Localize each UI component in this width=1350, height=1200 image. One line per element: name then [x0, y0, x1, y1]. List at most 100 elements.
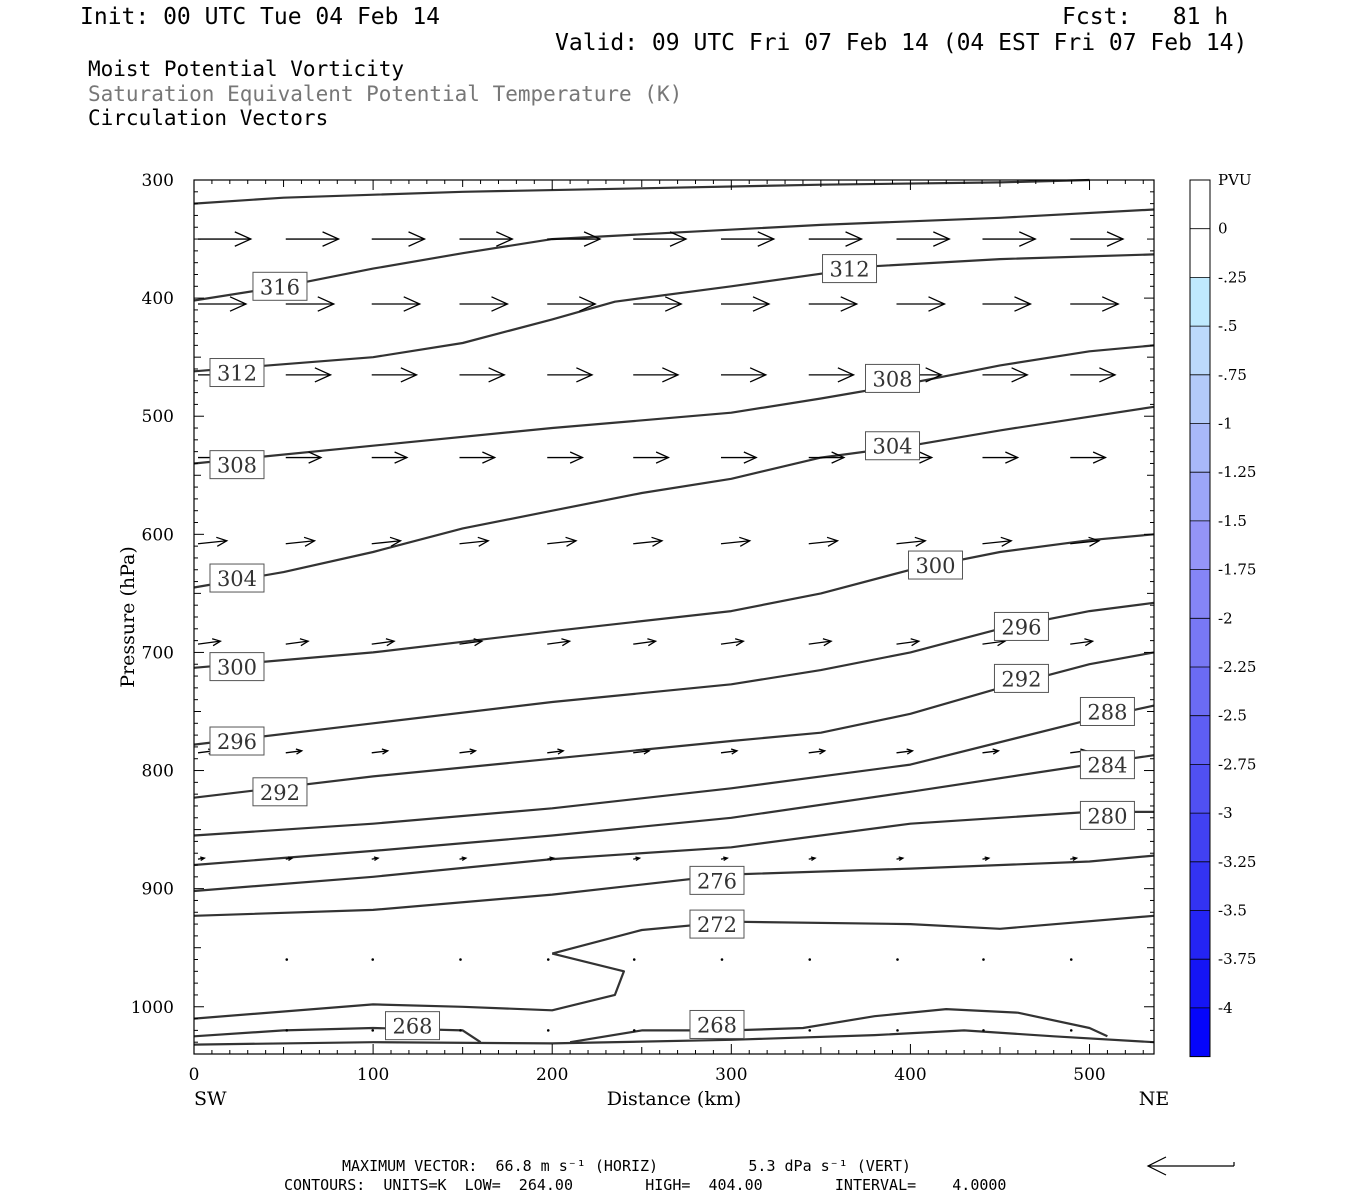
circulation-vector	[982, 296, 1033, 312]
contour-line-276	[193, 854, 1155, 917]
contour-label: 300	[907, 550, 963, 580]
contour-label-text: 288	[1087, 700, 1127, 724]
init-time: Init: 00 UTC Tue 04 Feb 14	[80, 4, 441, 30]
circulation-vector	[547, 748, 565, 755]
circulation-vector	[720, 856, 729, 862]
circulation-vector	[720, 296, 771, 312]
circulation-vector	[1070, 367, 1117, 383]
circulation-vector	[720, 638, 745, 647]
circulation-vector	[285, 367, 333, 383]
circulation-vector	[808, 958, 812, 961]
circulation-vector	[982, 231, 1037, 247]
circulation-vector	[720, 748, 739, 755]
colorbar-bin	[1190, 569, 1210, 619]
circulation-vector	[198, 296, 248, 312]
contour-label-text: 280	[1087, 804, 1127, 828]
circulation-vector	[459, 856, 468, 862]
circulation-vector	[371, 536, 403, 547]
contour-label: 304	[865, 431, 921, 461]
colorbar-tick-label: -2.25	[1218, 658, 1256, 676]
circulation-vector	[1070, 296, 1120, 312]
circulation-vector	[896, 536, 927, 547]
colorbar-tick-label: -3.25	[1218, 853, 1256, 871]
contour-line-304	[193, 405, 1155, 589]
reference-vector-arrow	[1146, 1156, 1235, 1176]
colorbar-tick-label: -1.25	[1218, 463, 1256, 481]
circulation-vector	[896, 748, 915, 755]
circulation-vector	[632, 958, 636, 961]
circulation-vector	[1070, 856, 1079, 862]
circulation-vector	[633, 231, 688, 247]
colorbar-bin	[1190, 618, 1210, 667]
y-tick-label: 600	[142, 525, 174, 545]
x-right-label: NE	[1139, 1088, 1170, 1110]
circulation-vector	[285, 958, 289, 961]
contour-label: 292	[993, 663, 1049, 693]
circulation-vector	[459, 958, 462, 961]
colorbar-tick-label: -.5	[1218, 317, 1237, 335]
x-left-label: SW	[194, 1088, 227, 1110]
circulation-vector	[896, 1029, 899, 1032]
circulation-vector	[285, 231, 341, 247]
circulation-vector	[547, 451, 585, 464]
colorbar-bin	[1190, 715, 1210, 765]
contour-label-text: 300	[915, 554, 955, 578]
x-tick-label: 200	[536, 1065, 568, 1085]
field-title-mpv: Moist Potential Vorticity	[88, 57, 405, 81]
colorbar: 0 -.25 -.5 -.75 -1 -1.25 -1.5 -1.75 -2 -2.25 -2.5 -…	[1189, 179, 1256, 1058]
circulation-vector	[808, 748, 827, 755]
circulation-vector	[459, 231, 514, 247]
contour-label: 316	[252, 271, 308, 301]
contour-label: 312	[209, 358, 265, 388]
circulation-vector	[371, 367, 419, 383]
contour-label: 292	[252, 777, 308, 807]
circulation-vector	[1070, 451, 1108, 464]
x-tick-label: 400	[894, 1065, 926, 1085]
circulation-vector	[459, 296, 510, 312]
circulation-vector	[1070, 231, 1125, 247]
circulation-vector	[459, 451, 497, 464]
x-tick-label: 0	[189, 1065, 200, 1085]
contour-line-300	[193, 533, 1155, 669]
circulation-vector	[720, 451, 758, 464]
circulation-vector	[808, 231, 864, 247]
circulation-vector	[459, 638, 484, 647]
colorbar-bin	[1190, 423, 1210, 473]
contour-label: 284	[1079, 750, 1135, 780]
y-tick-label: 700	[142, 643, 174, 663]
circulation-vector	[808, 1029, 812, 1032]
colorbar-bin	[1190, 667, 1210, 716]
circulation-vector	[371, 231, 427, 247]
vector-layer	[197, 231, 1125, 1032]
y-tick-label: 300	[142, 171, 174, 191]
circulation-vector	[633, 451, 671, 464]
colorbar-unit: PVU	[1218, 171, 1252, 189]
contour-line-308	[193, 344, 1155, 465]
contour-label-text: 312	[829, 258, 869, 282]
circulation-vector	[1069, 1029, 1073, 1032]
colorbar-bin	[1190, 374, 1210, 424]
y-tick-label: 800	[142, 762, 174, 782]
contour-label-text: 296	[217, 730, 257, 754]
y-tick-label: 500	[142, 407, 174, 427]
circulation-vector	[808, 856, 817, 862]
circulation-vector	[896, 231, 951, 247]
contour-line-unlabeled	[193, 1029, 1155, 1046]
colorbar-bin	[1190, 813, 1210, 862]
colorbar-tick-label: -3.5	[1218, 902, 1247, 920]
circulation-vector	[546, 1029, 550, 1032]
circulation-vector	[896, 958, 899, 961]
circulation-vector	[547, 231, 602, 247]
contour-line-312	[193, 253, 1155, 373]
circulation-vector	[808, 451, 846, 464]
contour-label: 296	[209, 726, 265, 756]
colorbar-bin	[1190, 959, 1210, 1008]
contour-label: 308	[865, 363, 921, 393]
field-title-vectors: Circulation Vectors	[88, 106, 329, 130]
colorbar-bin	[1190, 764, 1210, 814]
colorbar-bin	[1190, 861, 1210, 911]
circulation-vector	[808, 638, 833, 647]
circulation-vector	[547, 856, 556, 862]
circulation-vector	[459, 1029, 462, 1032]
colorbar-tick-label: -1.75	[1218, 561, 1256, 579]
